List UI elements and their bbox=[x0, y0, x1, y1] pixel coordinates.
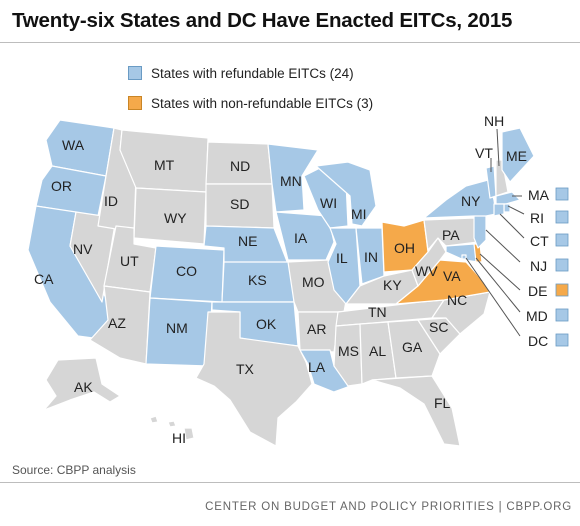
label-wi: WI bbox=[320, 195, 337, 211]
state-ms bbox=[333, 323, 363, 387]
title-divider bbox=[0, 42, 580, 43]
swatch-dc bbox=[555, 333, 569, 347]
state-md bbox=[445, 243, 479, 263]
label-ms: MS bbox=[338, 343, 359, 359]
label-pa: PA bbox=[442, 227, 460, 243]
label-id: ID bbox=[104, 193, 118, 209]
label-dc: DC bbox=[528, 333, 548, 349]
label-wv: WV bbox=[415, 263, 438, 279]
label-de: DE bbox=[528, 283, 547, 299]
legend-swatch-nonrefundable bbox=[128, 96, 142, 110]
label-tx: TX bbox=[236, 361, 255, 377]
state-nh bbox=[495, 159, 509, 197]
label-nh: NH bbox=[484, 113, 504, 129]
state-fl bbox=[371, 375, 461, 447]
legend-label-refundable: States with refundable EITCs (24) bbox=[151, 66, 354, 81]
label-ks: KS bbox=[248, 272, 267, 288]
label-ok: OK bbox=[256, 316, 277, 332]
swatch-ri bbox=[555, 210, 569, 224]
label-mt: MT bbox=[154, 157, 175, 173]
label-in: IN bbox=[364, 249, 378, 265]
label-or: OR bbox=[51, 178, 72, 194]
swatch-ct bbox=[555, 233, 569, 247]
page-title: Twenty-six States and DC Have Enacted EI… bbox=[12, 9, 513, 32]
state-ak bbox=[43, 357, 121, 411]
label-ne: NE bbox=[238, 233, 257, 249]
label-ar: AR bbox=[307, 321, 326, 337]
footer-divider bbox=[0, 482, 580, 483]
label-ma: MA bbox=[528, 187, 550, 203]
label-az: AZ bbox=[108, 315, 126, 331]
label-al: AL bbox=[369, 343, 386, 359]
label-md: MD bbox=[526, 308, 548, 324]
state-dc bbox=[461, 254, 467, 260]
label-me: ME bbox=[506, 148, 527, 164]
label-oh: OH bbox=[394, 240, 415, 256]
state-ia bbox=[275, 211, 335, 261]
state-hi bbox=[149, 415, 195, 441]
label-nj: NJ bbox=[530, 258, 547, 274]
label-ky: KY bbox=[383, 277, 402, 293]
label-nm: NM bbox=[166, 320, 188, 336]
legend-item-refundable: States with refundable EITCs (24) bbox=[128, 66, 354, 81]
swatch-ma bbox=[555, 187, 569, 201]
label-vt: VT bbox=[475, 145, 493, 161]
label-mn: MN bbox=[280, 173, 302, 189]
swatch-de bbox=[555, 283, 569, 297]
state-az bbox=[89, 285, 151, 365]
label-la: LA bbox=[308, 359, 326, 375]
label-mo: MO bbox=[302, 274, 325, 290]
label-ny: NY bbox=[461, 193, 481, 209]
state-ri bbox=[503, 203, 511, 213]
state-ar bbox=[297, 311, 341, 353]
state-mn bbox=[267, 143, 319, 213]
state-la bbox=[299, 349, 357, 393]
label-ri: RI bbox=[530, 210, 544, 226]
label-wy: WY bbox=[164, 210, 187, 226]
legend-item-nonrefundable: States with non-refundable EITCs (3) bbox=[128, 96, 373, 111]
label-ia: IA bbox=[294, 230, 308, 246]
label-mi: MI bbox=[351, 206, 367, 222]
label-wa: WA bbox=[62, 137, 85, 153]
legend-label-nonrefundable: States with non-refundable EITCs (3) bbox=[151, 96, 374, 111]
label-ct: CT bbox=[530, 233, 549, 249]
label-nc: NC bbox=[447, 292, 467, 308]
label-co: CO bbox=[176, 263, 197, 279]
label-hi: HI bbox=[172, 430, 186, 446]
label-sd: SD bbox=[230, 196, 249, 212]
label-va: VA bbox=[443, 268, 461, 284]
legend-swatch-refundable bbox=[128, 66, 142, 80]
label-tn: TN bbox=[368, 304, 387, 320]
state-mi bbox=[315, 161, 377, 227]
source-note: Source: CBPP analysis bbox=[12, 463, 136, 477]
label-ut: UT bbox=[120, 253, 139, 269]
footer-credit: CENTER ON BUDGET AND POLICY PRIORITIES |… bbox=[205, 501, 572, 513]
label-ak: AK bbox=[74, 379, 93, 395]
state-tx bbox=[195, 311, 313, 447]
state-ct bbox=[493, 203, 505, 217]
state-me bbox=[501, 127, 535, 183]
state-ma bbox=[495, 191, 521, 205]
label-ga: GA bbox=[402, 339, 423, 355]
label-ca: CA bbox=[34, 271, 54, 287]
label-nv: NV bbox=[73, 241, 93, 257]
label-nd: ND bbox=[230, 158, 250, 174]
small-state-swatches bbox=[555, 187, 569, 347]
state-ny bbox=[423, 179, 497, 219]
swatch-nj bbox=[555, 258, 569, 272]
label-il: IL bbox=[336, 250, 348, 266]
swatch-md bbox=[555, 308, 569, 322]
label-sc: SC bbox=[429, 319, 448, 335]
state-nj bbox=[473, 213, 487, 249]
label-fl: FL bbox=[434, 395, 451, 411]
leader-lines bbox=[465, 128, 525, 337]
